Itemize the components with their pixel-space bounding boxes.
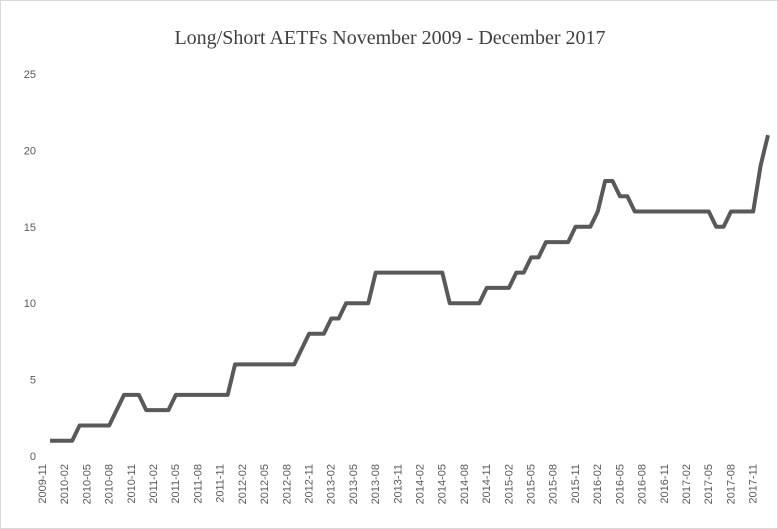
- x-tick-label: 2015-11: [570, 464, 582, 504]
- x-tick-label: 2017-11: [748, 464, 760, 504]
- y-tick-label: 0: [30, 451, 36, 463]
- x-tick-label: 2015-02: [503, 464, 515, 504]
- x-tick-label: 2012-08: [281, 464, 293, 504]
- x-tick-label: 2014-02: [415, 464, 427, 504]
- chart-title: Long/Short AETFs November 2009 - Decembe…: [174, 27, 605, 49]
- x-tick-label: 2009-11: [37, 464, 49, 504]
- x-tick-label: 2013-08: [370, 464, 382, 504]
- data-line: [50, 134, 770, 443]
- x-tick-label: 2017-08: [725, 464, 737, 504]
- x-tick-label: 2013-05: [348, 464, 360, 504]
- x-tick-label: 2011-11: [215, 464, 227, 503]
- x-tick-label: 2010-08: [104, 464, 116, 504]
- x-tick-label: 2012-11: [303, 464, 315, 504]
- x-tick-label: 2016-05: [614, 464, 626, 504]
- x-tick-label: 2013-02: [326, 464, 338, 504]
- x-tick-label: 2011-05: [170, 464, 182, 504]
- x-tick-label: 2010-11: [126, 464, 138, 504]
- x-tick-label: 2012-02: [237, 464, 249, 504]
- x-tick-label: 2014-05: [437, 464, 449, 504]
- x-tick-label: 2013-11: [392, 464, 404, 504]
- x-tick-label: 2010-02: [59, 464, 71, 504]
- x-tick-label: 2011-02: [148, 464, 160, 504]
- x-tick-label: 2015-05: [526, 464, 538, 504]
- x-tick-label: 2014-11: [481, 464, 493, 504]
- x-tick-label: 2015-08: [548, 464, 560, 504]
- x-tick-label: 2012-05: [259, 464, 271, 504]
- x-tick-label: 2016-08: [637, 464, 649, 504]
- y-tick-label: 15: [24, 222, 36, 234]
- x-tick-label: 2011-08: [192, 464, 204, 504]
- x-tick-label: 2017-05: [703, 464, 715, 504]
- y-tick-label: 5: [30, 375, 36, 387]
- x-tick-label: 2017-02: [681, 464, 693, 504]
- x-tick-label: 2014-08: [459, 464, 471, 504]
- y-tick-label: 25: [24, 69, 36, 81]
- x-tick-label: 2010-05: [81, 464, 93, 504]
- y-tick-label: 20: [24, 145, 36, 157]
- x-tick-label: 2016-02: [592, 464, 604, 504]
- y-tick-label: 10: [24, 298, 36, 310]
- x-tick-label: 2016-11: [659, 464, 671, 504]
